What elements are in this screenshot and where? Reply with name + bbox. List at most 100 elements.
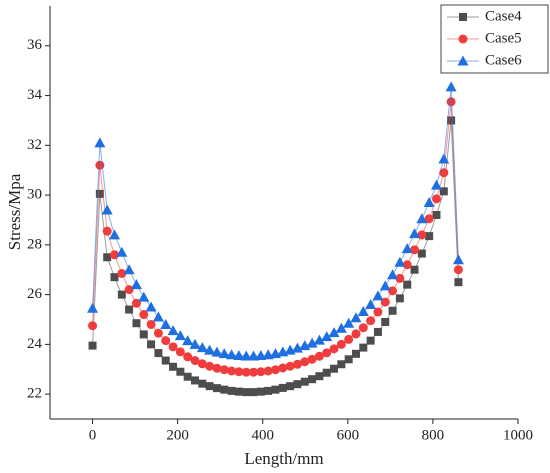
marker bbox=[292, 359, 302, 369]
marker bbox=[387, 269, 399, 280]
marker bbox=[234, 387, 243, 396]
marker bbox=[219, 365, 229, 375]
marker bbox=[330, 364, 339, 373]
marker bbox=[308, 375, 317, 384]
marker bbox=[402, 260, 412, 270]
marker bbox=[130, 279, 142, 290]
marker bbox=[124, 285, 134, 295]
marker bbox=[218, 348, 230, 359]
marker bbox=[350, 312, 362, 323]
marker bbox=[278, 363, 288, 373]
marker bbox=[125, 305, 134, 314]
marker bbox=[286, 382, 295, 391]
marker bbox=[438, 153, 450, 164]
marker bbox=[395, 273, 405, 283]
x-tick-label: 0 bbox=[89, 427, 97, 443]
marker bbox=[366, 316, 376, 326]
marker bbox=[430, 179, 442, 190]
marker bbox=[123, 264, 135, 275]
marker bbox=[365, 299, 377, 310]
marker bbox=[264, 386, 273, 395]
marker bbox=[337, 360, 346, 369]
marker bbox=[102, 226, 112, 236]
y-tick-label: 22 bbox=[27, 386, 42, 402]
y-tick-label: 28 bbox=[27, 236, 42, 252]
legend-label: Case5 bbox=[485, 30, 522, 46]
marker bbox=[226, 349, 238, 360]
marker bbox=[220, 385, 229, 394]
marker bbox=[169, 362, 178, 371]
marker bbox=[403, 280, 412, 289]
marker bbox=[373, 307, 383, 317]
marker bbox=[249, 388, 258, 397]
marker bbox=[175, 347, 185, 357]
marker bbox=[108, 229, 120, 240]
marker bbox=[300, 357, 310, 367]
marker bbox=[313, 334, 325, 345]
marker bbox=[335, 322, 347, 333]
x-tick-label: 600 bbox=[337, 427, 360, 443]
marker bbox=[417, 249, 426, 258]
marker bbox=[424, 214, 434, 224]
marker bbox=[373, 327, 382, 336]
marker bbox=[351, 349, 360, 358]
y-tick-label: 36 bbox=[27, 37, 43, 53]
marker bbox=[212, 384, 221, 393]
marker bbox=[109, 250, 119, 260]
marker bbox=[196, 342, 208, 353]
marker bbox=[183, 372, 192, 381]
marker bbox=[300, 377, 309, 386]
marker bbox=[174, 330, 186, 341]
marker bbox=[439, 187, 448, 196]
marker bbox=[249, 367, 259, 377]
legend-label: Case4 bbox=[485, 8, 522, 24]
marker bbox=[240, 350, 252, 361]
marker bbox=[379, 280, 391, 291]
marker bbox=[233, 350, 245, 361]
marker bbox=[271, 385, 280, 394]
marker bbox=[401, 243, 413, 254]
marker bbox=[189, 338, 201, 349]
marker bbox=[248, 350, 260, 361]
marker bbox=[270, 365, 280, 375]
marker bbox=[322, 348, 332, 358]
marker bbox=[146, 319, 156, 329]
marker bbox=[227, 366, 237, 376]
marker bbox=[241, 367, 251, 377]
marker bbox=[242, 388, 251, 397]
marker bbox=[372, 290, 384, 301]
y-tick-label: 32 bbox=[27, 137, 42, 153]
y-axis-label: Stress/Mpa bbox=[5, 173, 24, 250]
marker bbox=[388, 306, 397, 315]
marker bbox=[307, 354, 317, 364]
marker bbox=[431, 194, 441, 204]
marker bbox=[446, 97, 456, 107]
marker bbox=[410, 265, 419, 274]
x-tick-label: 400 bbox=[251, 427, 274, 443]
marker bbox=[205, 382, 214, 391]
marker bbox=[395, 294, 404, 303]
marker bbox=[366, 336, 375, 345]
marker bbox=[88, 321, 98, 331]
marker bbox=[160, 318, 172, 329]
marker bbox=[445, 81, 457, 92]
marker bbox=[116, 246, 128, 257]
marker bbox=[381, 317, 390, 326]
marker bbox=[227, 386, 236, 395]
marker bbox=[256, 367, 266, 377]
marker bbox=[263, 366, 273, 376]
marker bbox=[190, 376, 199, 385]
marker bbox=[139, 330, 148, 339]
marker bbox=[182, 335, 194, 346]
marker bbox=[198, 379, 207, 388]
marker bbox=[154, 349, 163, 358]
marker bbox=[417, 230, 427, 240]
marker bbox=[211, 346, 223, 357]
marker bbox=[351, 329, 361, 339]
marker bbox=[306, 337, 318, 348]
marker bbox=[388, 286, 398, 296]
marker bbox=[278, 383, 287, 392]
y-tick-label: 30 bbox=[27, 187, 42, 203]
marker bbox=[153, 328, 163, 338]
